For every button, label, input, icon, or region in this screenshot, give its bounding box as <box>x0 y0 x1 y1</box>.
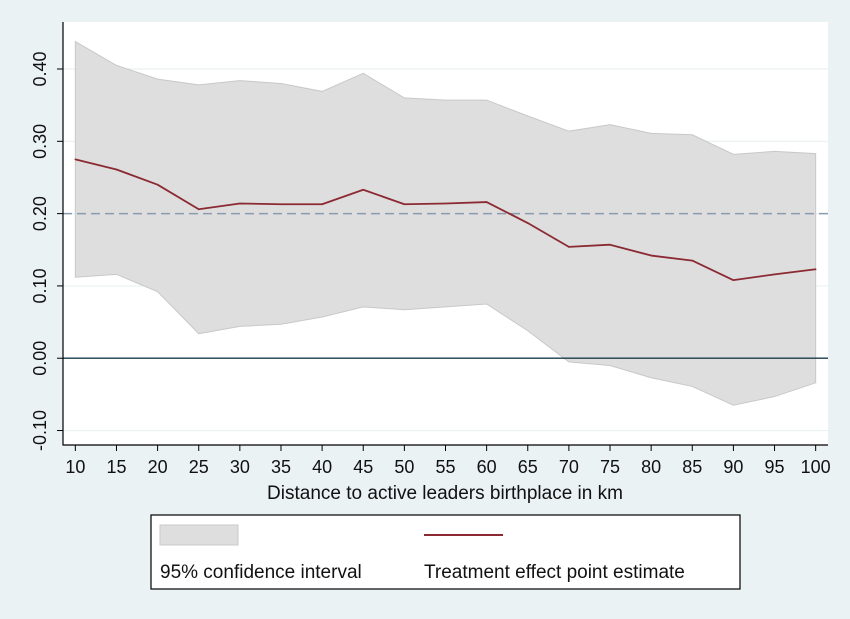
point-estimate-point <box>485 201 488 203</box>
x-tick-label: 100 <box>801 457 831 477</box>
x-tick-label: 30 <box>230 457 250 477</box>
x-tick-label: 40 <box>312 457 332 477</box>
x-tick-label: 20 <box>148 457 168 477</box>
point-estimate-point <box>156 183 159 186</box>
point-estimate-point <box>197 208 200 211</box>
point-estimate-point <box>568 246 570 248</box>
point-estimate-point <box>650 254 652 257</box>
y-tick-label: 0.40 <box>30 51 50 86</box>
y-tick-label: 0.00 <box>30 341 50 376</box>
x-tick-labels: 10 15 20 25 30 35 40 45 50 55 60 65 70 75 80 85 90 95 100 <box>65 457 830 477</box>
point-estimate-point <box>74 158 77 161</box>
y-tick-label: -0.10 <box>30 410 50 451</box>
legend-box <box>150 514 741 590</box>
x-tick-label: 95 <box>765 457 785 477</box>
x-tick-label: 15 <box>106 457 126 477</box>
point-estimate-point <box>115 168 118 171</box>
legend-swatch-confidence-interval <box>159 524 239 546</box>
point-estimate-layer <box>74 158 817 282</box>
x-tick-label: 55 <box>435 457 455 477</box>
y-tick-label: 0.20 <box>30 196 50 231</box>
reference-lines <box>63 212 828 359</box>
legend-label-confidence-interval: 95% confidence interval <box>160 562 362 583</box>
x-tick-label: 75 <box>600 457 620 477</box>
point-estimate-point <box>691 259 694 262</box>
point-estimate-point <box>280 203 282 206</box>
axes <box>57 22 828 451</box>
point-estimate-point <box>526 222 529 224</box>
confidence-band <box>74 40 817 406</box>
x-tick-label: 10 <box>65 457 85 477</box>
confidence-band-layer <box>74 40 817 406</box>
x-tick-label: 60 <box>477 457 497 477</box>
x-tick-label: 90 <box>723 457 743 477</box>
point-estimate-point <box>814 268 817 271</box>
point-estimate-point <box>732 279 735 281</box>
y-tick-labels: -0.10 0.00 0.10 0.20 0.30 0.40 <box>30 51 50 451</box>
x-tick-label: 65 <box>518 457 538 477</box>
legend-label-point-estimate: Treatment effect point estimate <box>424 562 685 583</box>
x-tick-label: 80 <box>641 457 661 477</box>
y-tick-label: 0.30 <box>30 124 50 159</box>
x-tick-label: 25 <box>189 457 209 477</box>
y-tick-label: 0.10 <box>30 268 50 303</box>
point-estimate-point <box>362 188 365 191</box>
point-estimate-point <box>321 203 323 206</box>
point-estimate-point <box>444 202 447 205</box>
x-tick-label: 70 <box>559 457 579 477</box>
x-axis-title: Distance to active leaders birthplace in… <box>267 483 623 504</box>
point-estimate-point <box>239 202 241 205</box>
legend: 95% confidence interval Treatment effect… <box>150 514 741 590</box>
point-estimate-point <box>773 273 776 276</box>
x-tick-label: 35 <box>271 457 291 477</box>
x-tick-label: 50 <box>394 457 414 477</box>
point-estimate-point <box>609 243 611 246</box>
x-tick-label: 45 <box>353 457 373 477</box>
x-tick-label: 85 <box>682 457 702 477</box>
point-estimate-point <box>403 203 406 206</box>
